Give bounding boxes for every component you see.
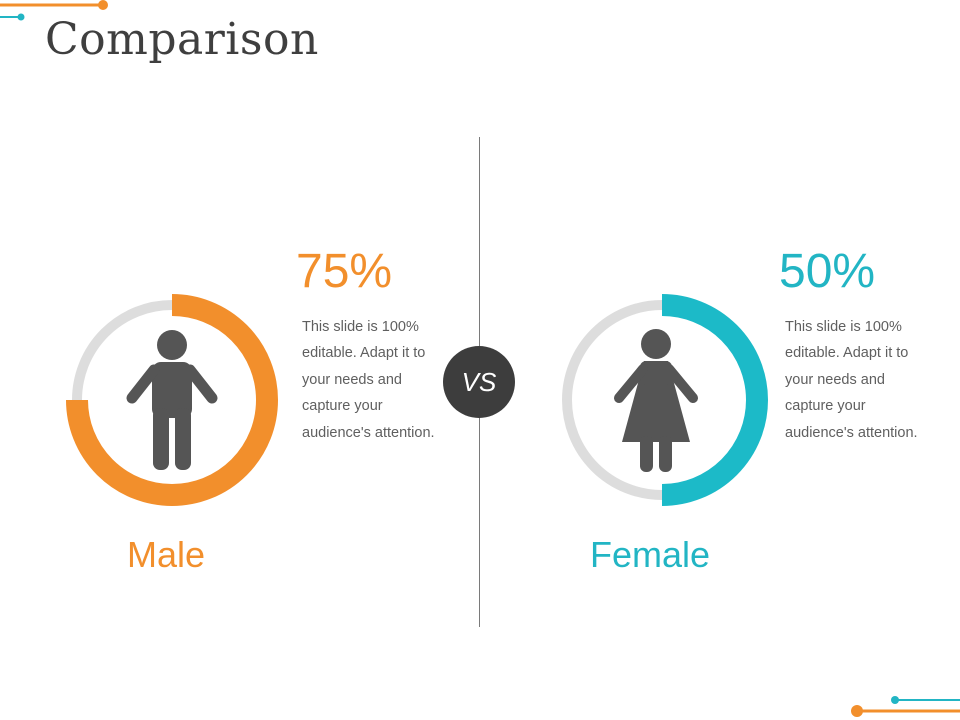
- female-person-icon: [614, 329, 698, 472]
- female-description-line: This slide is 100%: [785, 319, 902, 335]
- bottom-right-decoration: [851, 696, 960, 717]
- male-percentage: 75%: [296, 245, 393, 298]
- male-ring-arc: [66, 294, 278, 506]
- female-ring-arc: [661, 294, 768, 506]
- female-panel: 50% This slide is 100% editable. Adapt i…: [480, 0, 960, 720]
- male-description-line: your needs and: [302, 371, 402, 388]
- male-progress-ring: [66, 294, 278, 506]
- female-description-line: editable. Adapt it to: [785, 345, 909, 362]
- female-description: This slide is 100% editable. Adapt it to…: [785, 314, 935, 446]
- female-label: Female: [590, 534, 711, 575]
- female-description-line: capture your: [785, 398, 866, 415]
- male-description: This slide is 100% editable. Adapt it to…: [302, 314, 452, 446]
- female-description-line: your needs and: [785, 371, 885, 388]
- female-description-line: audience's attention.: [785, 424, 918, 441]
- female-percentage: 50%: [779, 245, 876, 298]
- female-progress-ring: [562, 294, 768, 506]
- male-description-line: capture your: [302, 398, 383, 415]
- male-description-line: editable. Adapt it to: [302, 345, 426, 362]
- top-left-decoration: [0, 0, 108, 21]
- male-label: Male: [127, 534, 206, 575]
- page-title: Comparison: [45, 14, 319, 65]
- male-description-line: audience's attention.: [302, 424, 435, 441]
- male-person-icon: [126, 330, 218, 470]
- vs-badge: VS: [443, 346, 515, 418]
- male-description-line: This slide is 100%: [302, 319, 419, 335]
- male-panel: 75% This slide is 100% editable. Adapt i…: [66, 245, 452, 575]
